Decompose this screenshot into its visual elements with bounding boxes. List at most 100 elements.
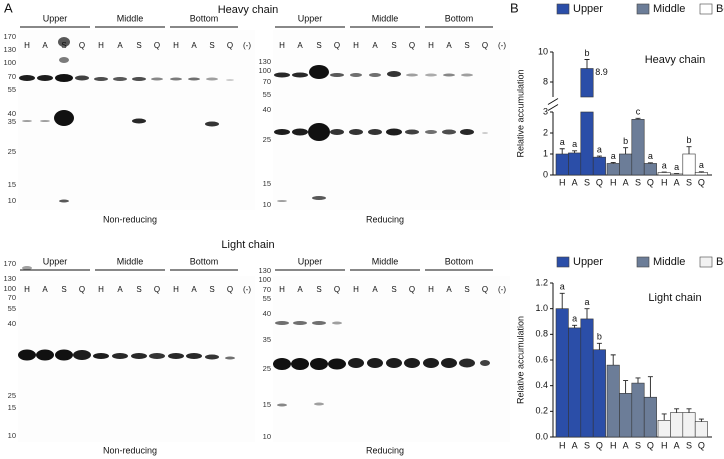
y-tick-label: 0.4	[535, 380, 548, 390]
lane-label: S	[209, 41, 214, 50]
blot-band	[22, 120, 32, 122]
lane-label: Q	[154, 41, 160, 50]
lane-label: A	[191, 41, 197, 50]
x-tick-label: Q	[596, 440, 603, 450]
error-bar	[596, 155, 602, 158]
lane-label: H	[353, 285, 359, 294]
error-bar	[698, 418, 704, 422]
marker-label: 55	[263, 90, 271, 99]
x-tick-label: A	[572, 440, 578, 450]
lane-label: (-)	[498, 285, 506, 294]
blot-band	[425, 130, 437, 134]
error-bar	[686, 146, 692, 154]
legend-label: Upper	[573, 3, 603, 15]
x-tick-label: A	[572, 177, 578, 187]
legend-label: Bottom	[716, 256, 724, 268]
marker-label: 15	[8, 180, 16, 189]
lane-label: A	[297, 285, 303, 294]
bar	[580, 111, 594, 176]
blot-band	[461, 73, 473, 77]
blot-band	[113, 77, 127, 81]
error-bar	[661, 413, 667, 421]
blot-band	[55, 349, 73, 361]
bar	[592, 156, 606, 176]
marker-label: 35	[8, 117, 16, 126]
blot-band	[291, 358, 309, 370]
marker-label: 100	[258, 66, 271, 75]
marker-label: 10	[263, 432, 271, 441]
blot-band	[170, 77, 182, 81]
legend-swatch	[699, 256, 713, 268]
bar	[606, 364, 620, 438]
group-label: Middle	[372, 13, 399, 23]
marker-label: 25	[8, 147, 16, 156]
blot-band	[330, 73, 344, 77]
blot-band	[443, 73, 455, 77]
significance-letter: a	[584, 297, 589, 307]
group-label: Middle	[117, 13, 144, 23]
error-bar	[584, 59, 590, 69]
significance-letter: a	[611, 151, 616, 161]
bar	[619, 153, 633, 176]
lane-label: (-)	[243, 285, 251, 294]
lane-label: Q	[79, 41, 85, 50]
blot-band	[226, 79, 234, 81]
blot-band	[332, 321, 342, 325]
error-bar	[623, 380, 629, 394]
bar	[606, 163, 620, 176]
y-tick-label: 0	[543, 169, 548, 179]
lane-label: Q	[482, 285, 488, 294]
blot-band	[425, 73, 437, 77]
significance-letter: a	[648, 151, 653, 161]
bar	[682, 412, 696, 438]
marker-label: 55	[263, 294, 271, 303]
marker-label: 130	[3, 274, 16, 283]
lane-label: H	[24, 41, 30, 50]
lane-label: Q	[227, 285, 233, 294]
y-tick-label: 0.8	[535, 329, 548, 339]
bar	[592, 349, 606, 438]
section-title: Heavy chain	[218, 4, 279, 16]
bar	[580, 318, 594, 438]
bar	[568, 327, 582, 438]
error-bar	[596, 342, 602, 350]
lane-label: (-)	[243, 41, 251, 50]
blot-band	[94, 77, 108, 81]
blot-band	[387, 71, 401, 77]
marker-label: 100	[258, 275, 271, 284]
lane-label: A	[446, 285, 452, 294]
y-axis-label: Relative accumulation	[515, 316, 525, 404]
marker-label: 130	[3, 45, 16, 54]
blot-band	[404, 358, 420, 368]
legend-swatch	[636, 256, 650, 268]
y-tick-label: 8	[543, 76, 548, 86]
x-tick-label: A	[623, 177, 629, 187]
group-label: Bottom	[190, 13, 219, 23]
blot-band	[293, 321, 307, 325]
significance-letter: a	[699, 160, 704, 170]
bar	[694, 172, 708, 176]
group-label: Middle	[117, 256, 144, 266]
x-tick-label: S	[635, 440, 641, 450]
axis-break	[547, 98, 559, 105]
lane-label: Q	[334, 285, 340, 294]
blot-band	[309, 65, 329, 79]
x-tick-label: S	[584, 440, 590, 450]
x-tick-label: S	[584, 177, 590, 187]
blot-band	[19, 75, 35, 81]
lane-label: H	[98, 41, 104, 50]
blot-band	[312, 196, 326, 200]
significance-letter: a	[674, 162, 679, 172]
blot-band	[328, 358, 346, 370]
blot-band	[205, 354, 219, 360]
lane-label: A	[372, 41, 378, 50]
blot-band	[277, 403, 287, 407]
bar	[555, 308, 569, 438]
bar	[643, 163, 657, 176]
blot-band	[54, 110, 74, 126]
bar	[631, 119, 645, 176]
error-bar	[559, 292, 565, 309]
blot-band	[188, 77, 200, 81]
marker-label: 170	[3, 32, 16, 41]
blot-band	[112, 353, 128, 359]
